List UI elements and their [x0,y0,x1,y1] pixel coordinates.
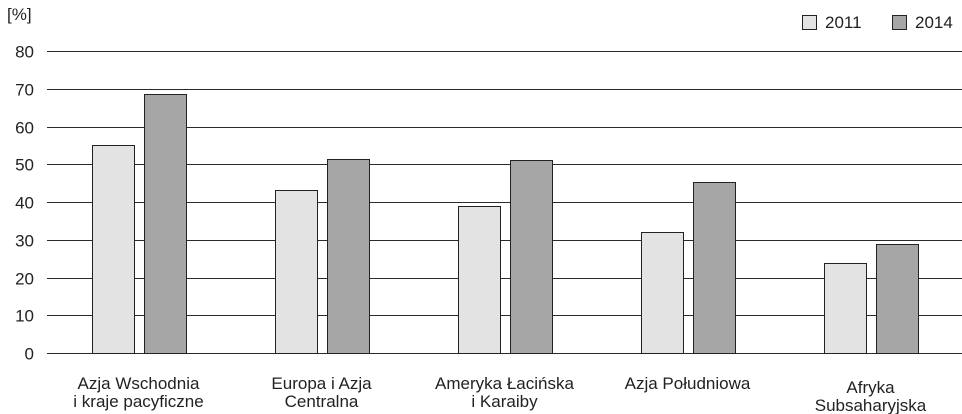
bar-2011-category-5 [824,263,867,354]
y-tick-label: 40 [15,194,34,213]
x-tick-label: Centralna [285,392,359,411]
legend: 2011 2014 [802,13,953,32]
x-tick-label: Azja Południowa [625,374,751,393]
x-tick-label: Afryka [846,378,895,397]
bars [92,94,919,354]
y-tick-label: 80 [15,43,34,62]
y-tick-label: 20 [15,270,34,289]
bar-2011-category-4 [641,232,684,354]
legend-swatch-2011 [802,15,817,30]
y-axis-label: [%] [7,5,32,24]
x-tick-label: Azja Wschodnia [78,374,200,393]
legend-swatch-2014 [892,15,907,30]
y-tick-label: 70 [15,81,34,100]
legend-label-2011: 2011 [825,13,862,32]
bar-2014-category-1 [144,94,187,354]
bar-2014-category-2 [327,159,370,354]
x-tick-label: Europa i Azja [271,374,372,393]
y-tick-label: 0 [25,345,34,364]
bar-2011-category-1 [92,145,135,354]
x-tick-label: Subsaharyjska [815,396,927,414]
y-tick-label: 60 [15,119,34,138]
x-tick-label: i kraje pacyficzne [73,392,203,411]
legend-label-2014: 2014 [915,13,953,32]
x-tick-label: i Karaiby [471,392,538,411]
bar-2011-category-2 [275,190,318,354]
bar-2011-category-3 [458,206,501,354]
bar-2014-category-4 [693,182,736,354]
gridlines [47,51,962,354]
y-tick-label: 10 [15,307,34,326]
x-tick-label: Ameryka Łacińska [435,374,574,393]
bar-2014-category-3 [510,160,553,354]
y-tick-labels: 0 10 20 30 40 50 60 70 80 [15,43,34,364]
y-tick-label: 50 [15,156,34,175]
y-tick-label: 30 [15,232,34,251]
bar-2014-category-5 [876,244,919,354]
